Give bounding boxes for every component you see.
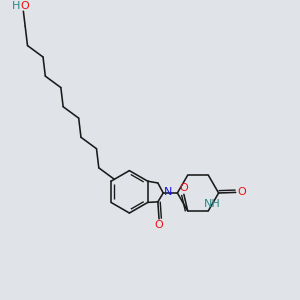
Text: O: O	[179, 184, 188, 194]
Text: H: H	[12, 1, 20, 11]
Text: O: O	[155, 220, 164, 230]
Text: N: N	[164, 188, 172, 197]
Text: O: O	[237, 188, 246, 197]
Text: O: O	[20, 1, 28, 11]
Text: NH: NH	[204, 199, 221, 209]
